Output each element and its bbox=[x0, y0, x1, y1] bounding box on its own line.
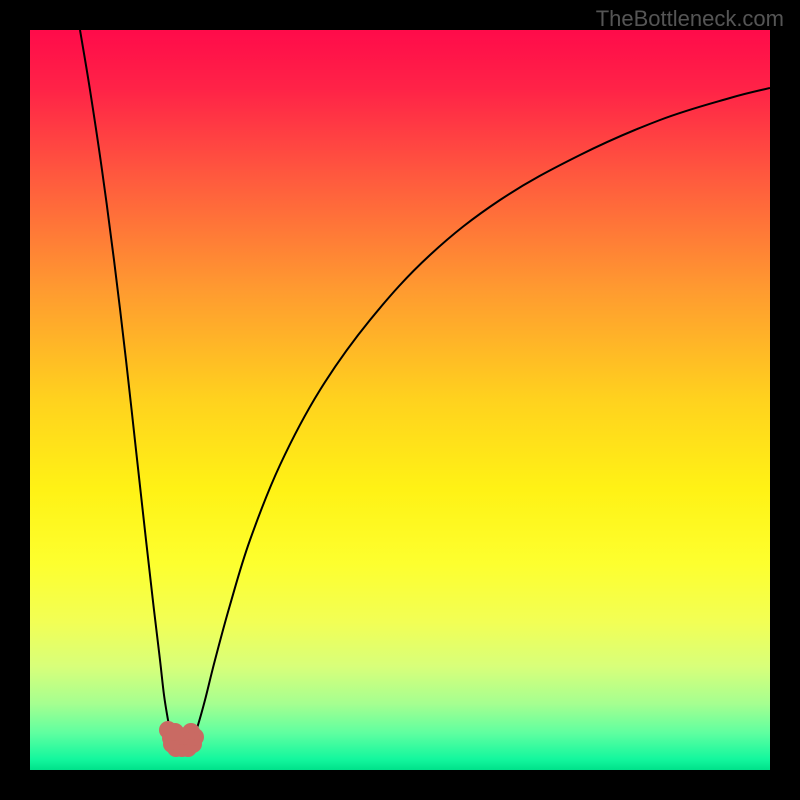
plot-clip-group bbox=[80, 30, 770, 757]
curve-left bbox=[80, 30, 172, 736]
curve-layer bbox=[30, 30, 770, 770]
curve-right bbox=[194, 88, 770, 736]
valley-marker-group bbox=[159, 721, 204, 757]
valley-dot bbox=[166, 723, 184, 741]
plot-area bbox=[30, 30, 770, 770]
watermark-text: TheBottleneck.com bbox=[596, 6, 784, 32]
chart-frame: TheBottleneck.com bbox=[0, 0, 800, 800]
